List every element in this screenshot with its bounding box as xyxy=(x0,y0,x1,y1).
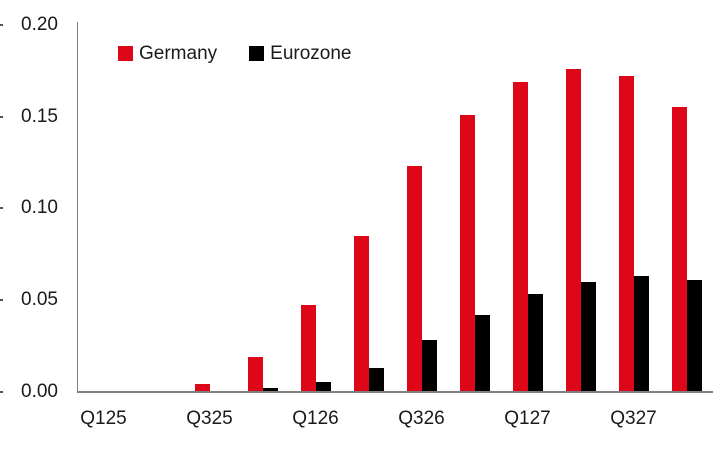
bar-eurozone-q127 xyxy=(527,294,543,392)
x-tick-label: Q325 xyxy=(186,408,233,429)
bar-eurozone-q326 xyxy=(421,340,437,392)
y-axis-line xyxy=(77,22,78,392)
x-tick-label: Q326 xyxy=(398,408,445,429)
bar-germany-q126 xyxy=(300,305,316,392)
bar-germany-q226 xyxy=(353,235,369,392)
x-tick-label: Q327 xyxy=(610,408,657,429)
bar-germany-q326 xyxy=(406,166,422,392)
bar-eurozone-q425 xyxy=(262,387,278,392)
legend-item-germany: Germany xyxy=(118,44,217,63)
legend-label-eurozone: Eurozone xyxy=(270,43,352,64)
legend-label-germany: Germany xyxy=(139,43,218,64)
eurozone-swatch-icon xyxy=(249,46,265,61)
bar-eurozone-q327 xyxy=(633,276,649,392)
y-tick-label: 0.00 xyxy=(21,380,58,402)
bar-germany-q426 xyxy=(459,114,475,392)
bar-germany-q425 xyxy=(247,356,263,392)
y-tick-label: 0.05 xyxy=(21,288,58,310)
bar-eurozone-q226 xyxy=(368,367,384,392)
y-tick-mark xyxy=(0,115,3,118)
legend: Germany Eurozone xyxy=(118,44,351,63)
y-tick-label: 0.10 xyxy=(21,197,58,219)
x-tick-label: Q125 xyxy=(80,408,127,429)
x-tick-label: Q127 xyxy=(504,408,551,429)
y-tick-mark xyxy=(0,24,3,26)
bar-germany-q327 xyxy=(618,76,634,392)
bar-germany-q325 xyxy=(194,384,210,392)
y-tick-mark xyxy=(0,298,3,301)
bar-germany-q127 xyxy=(512,81,528,392)
bar-germany-q227 xyxy=(565,68,581,392)
x-tick-label: Q126 xyxy=(292,408,339,429)
x-axis-line xyxy=(77,391,713,393)
bar-eurozone-q126 xyxy=(315,382,331,392)
y-tick-mark xyxy=(0,390,3,393)
legend-item-eurozone: Eurozone xyxy=(249,44,351,63)
y-tick-label: 0.15 xyxy=(21,105,58,127)
bar-eurozone-q426 xyxy=(474,314,490,392)
bar-eurozone-q227 xyxy=(580,281,596,392)
bar-eurozone-q427 xyxy=(686,279,702,392)
bar-germany-q427 xyxy=(671,107,687,392)
y-tick-label: 0.20 xyxy=(21,14,58,35)
germany-swatch-icon xyxy=(118,46,133,61)
y-tick-mark xyxy=(0,207,3,210)
